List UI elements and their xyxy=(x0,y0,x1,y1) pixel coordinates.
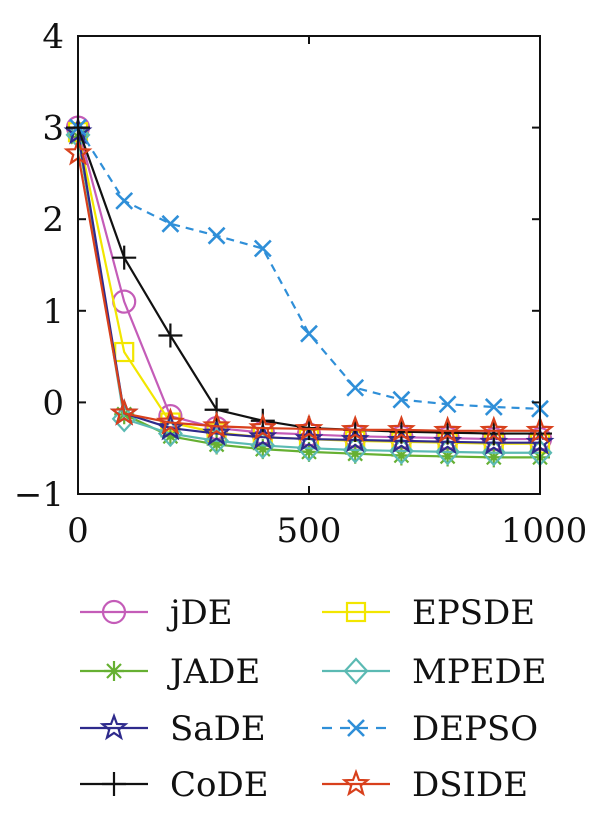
legend-label: EPSDE xyxy=(412,593,535,633)
point-jade-300 xyxy=(206,434,227,455)
legend-marker-mpede xyxy=(343,657,369,685)
y-tick-label: 1 xyxy=(42,292,64,332)
point-depso-400 xyxy=(253,239,272,258)
point-dside-600 xyxy=(340,414,370,443)
point-sade-800 xyxy=(433,426,463,455)
legend-marker-depso xyxy=(347,719,365,737)
point-depso-700 xyxy=(392,390,411,409)
series-line-depso xyxy=(77,127,541,410)
point-mpede-400 xyxy=(250,431,276,460)
point-jade-800 xyxy=(437,446,458,467)
legend-label: DSIDE xyxy=(412,765,528,805)
point-depso-200 xyxy=(161,214,180,233)
point-dside-700 xyxy=(386,414,416,443)
point-mpede-700 xyxy=(388,437,414,465)
point-mpede-500 xyxy=(296,434,322,462)
point-dside-900 xyxy=(479,415,509,444)
series-line-dside xyxy=(76,153,540,432)
legend-marker-jde xyxy=(101,599,127,625)
point-sade-900 xyxy=(479,427,509,455)
point-code-800 xyxy=(435,420,460,445)
legend-item-depso: DEPSO xyxy=(322,709,538,749)
point-dside-400 xyxy=(248,412,278,441)
legend-item-epsde: EPSDE xyxy=(322,593,535,633)
point-dside-200 xyxy=(155,407,185,435)
legend-marker-dside xyxy=(341,768,371,797)
legend-item-dside: DSIDE xyxy=(322,765,528,805)
point-dside-800 xyxy=(433,415,463,444)
point-sade-400 xyxy=(248,422,278,450)
plot-area xyxy=(63,115,555,468)
point-mpede-600 xyxy=(342,436,368,464)
point-jade-200 xyxy=(160,426,181,447)
point-dside-100 xyxy=(109,398,139,426)
legend-marker-sade xyxy=(99,712,129,741)
point-dside-300 xyxy=(202,411,232,439)
legend-item-mpede: MPEDE xyxy=(322,652,547,692)
x-tick-label: 500 xyxy=(277,511,342,551)
point-code-900 xyxy=(481,421,506,446)
legend-label: SaDE xyxy=(170,709,266,749)
legend-label: CoDE xyxy=(170,765,269,805)
point-depso-500 xyxy=(300,324,318,343)
point-code-100 xyxy=(112,245,137,270)
y-tick-label: 2 xyxy=(42,200,64,240)
point-mpede-800 xyxy=(435,438,461,466)
legend-marker-epsde xyxy=(345,601,367,623)
x-tick-label: 0 xyxy=(67,511,89,551)
legend-marker-jade xyxy=(104,661,124,681)
legend-label: MPEDE xyxy=(412,652,547,692)
series-mpede xyxy=(65,121,553,467)
point-depso-900 xyxy=(484,398,503,416)
legend-label: DEPSO xyxy=(412,709,538,749)
legend-item-jde: jDE xyxy=(80,593,233,633)
point-depso-600 xyxy=(346,378,365,397)
point-depso-300 xyxy=(207,226,226,245)
point-jade-700 xyxy=(391,445,412,466)
point-code-300 xyxy=(204,397,229,422)
legend-marker-code xyxy=(102,772,126,796)
x-tick-label: 1000 xyxy=(501,511,588,551)
point-sade-500 xyxy=(294,423,324,452)
point-jade-600 xyxy=(345,443,366,464)
y-tick-label: 0 xyxy=(42,383,64,423)
point-jade-400 xyxy=(252,439,273,460)
point-sade-700 xyxy=(386,425,416,454)
y-tick-label: 4 xyxy=(42,17,64,57)
legend-label: JADE xyxy=(167,652,260,692)
point-code-700 xyxy=(389,419,414,444)
legend-item-sade: SaDE xyxy=(80,709,266,749)
legend-item-jade: JADE xyxy=(80,652,260,692)
series-dside xyxy=(63,138,555,444)
point-dside-500 xyxy=(294,413,324,442)
point-code-200 xyxy=(158,323,183,348)
point-sade-300 xyxy=(202,418,232,446)
legend-item-code: CoDE xyxy=(80,765,269,805)
point-sade-600 xyxy=(340,424,370,453)
point-jade-900 xyxy=(483,447,504,468)
legend-label: jDE xyxy=(166,593,233,633)
y-tick-label: −1 xyxy=(14,475,64,515)
point-jade-500 xyxy=(299,441,319,462)
series-line-mpede xyxy=(76,134,540,454)
y-tick-label: 3 xyxy=(42,109,64,149)
point-mpede-900 xyxy=(481,439,507,467)
legend: jDE EPSDE JADE MPEDE SaDE DEPSO CoDE DSIDE xyxy=(80,593,547,805)
point-depso-800 xyxy=(438,395,457,414)
point-depso-100 xyxy=(115,191,134,210)
